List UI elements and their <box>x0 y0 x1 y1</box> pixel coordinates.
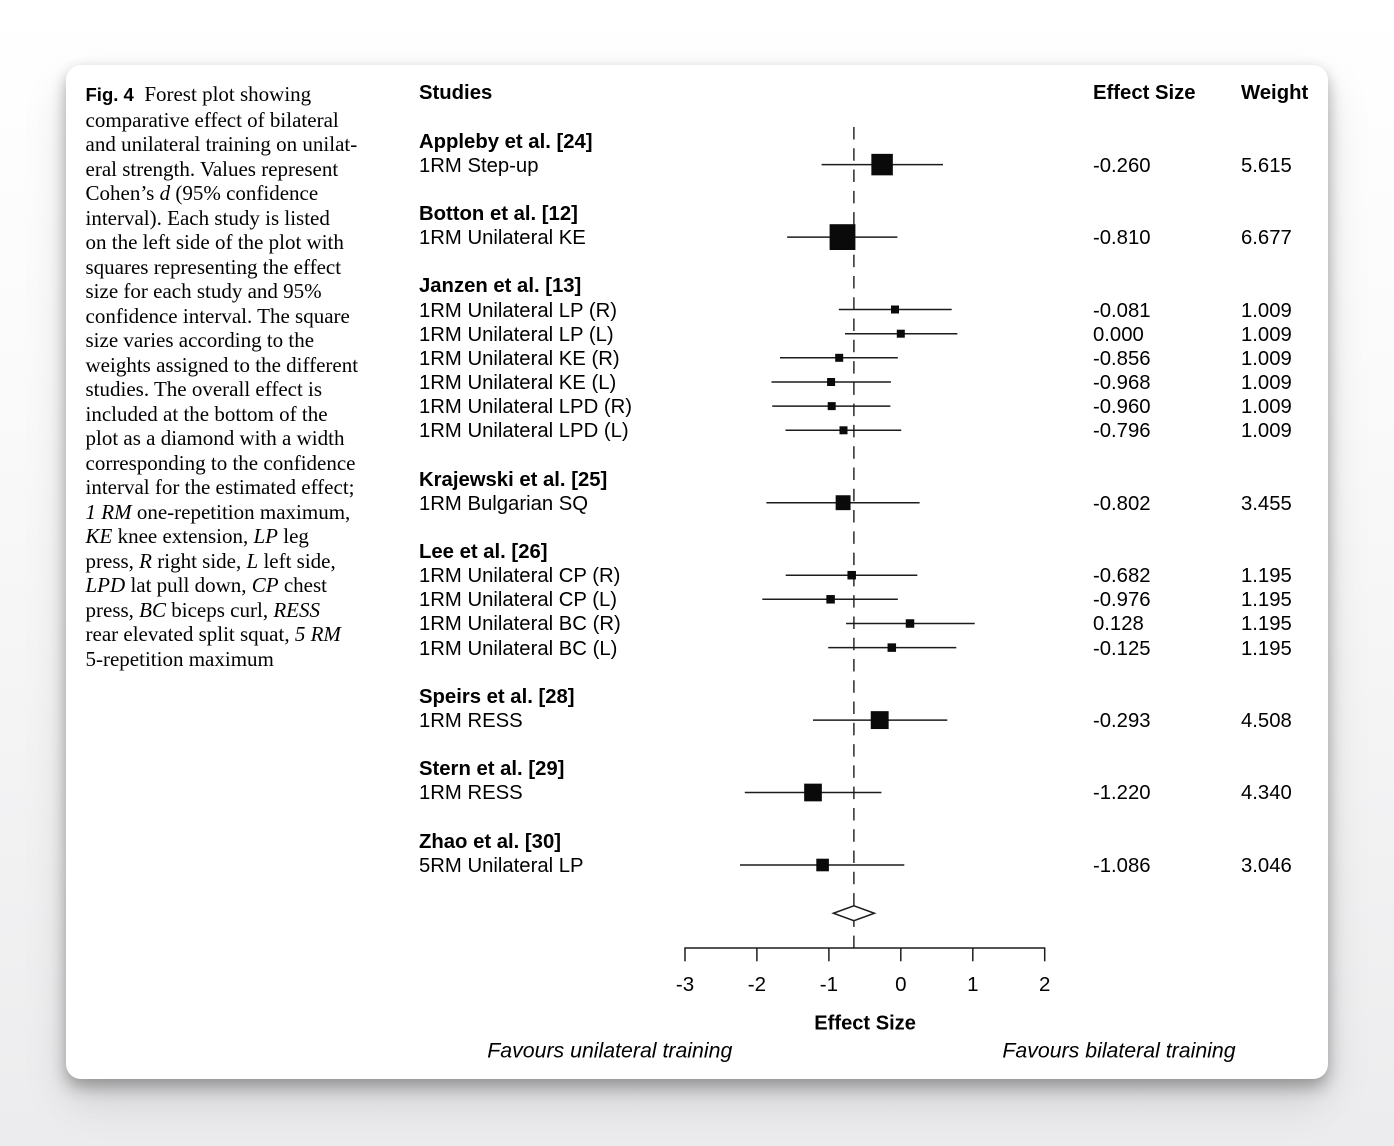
svg-text:2: 2 <box>1038 973 1049 996</box>
svg-text:0: 0 <box>895 973 906 996</box>
svg-text:-2: -2 <box>747 973 765 996</box>
svg-text:-1: -1 <box>819 973 837 996</box>
svg-text:1: 1 <box>967 973 978 996</box>
svg-text:-3: -3 <box>675 973 693 996</box>
svg-text:Favours unilateral training: Favours unilateral training <box>487 1039 732 1063</box>
svg-text:Effect Size: Effect Size <box>814 1013 916 1035</box>
svg-text:Favours bilateral training: Favours bilateral training <box>1002 1039 1235 1063</box>
